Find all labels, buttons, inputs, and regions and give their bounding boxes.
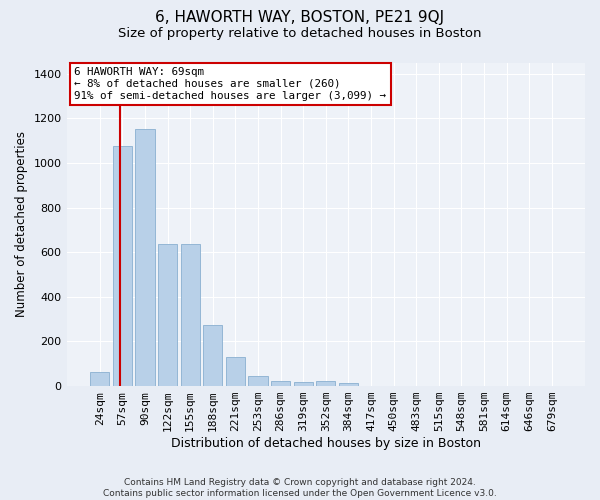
- Bar: [339, 383, 358, 386]
- Text: Size of property relative to detached houses in Boston: Size of property relative to detached ho…: [118, 28, 482, 40]
- Bar: [316, 381, 335, 386]
- Bar: [271, 381, 290, 386]
- Y-axis label: Number of detached properties: Number of detached properties: [15, 132, 28, 318]
- Bar: [158, 244, 177, 386]
- Text: Contains HM Land Registry data © Crown copyright and database right 2024.
Contai: Contains HM Land Registry data © Crown c…: [103, 478, 497, 498]
- Bar: [226, 357, 245, 386]
- Bar: [90, 372, 109, 386]
- Bar: [181, 244, 200, 386]
- X-axis label: Distribution of detached houses by size in Boston: Distribution of detached houses by size …: [171, 437, 481, 450]
- Text: 6 HAWORTH WAY: 69sqm
← 8% of detached houses are smaller (260)
91% of semi-detac: 6 HAWORTH WAY: 69sqm ← 8% of detached ho…: [74, 68, 386, 100]
- Bar: [203, 324, 223, 386]
- Bar: [136, 130, 155, 386]
- Bar: [248, 376, 268, 386]
- Bar: [113, 146, 132, 386]
- Bar: [293, 382, 313, 386]
- Text: 6, HAWORTH WAY, BOSTON, PE21 9QJ: 6, HAWORTH WAY, BOSTON, PE21 9QJ: [155, 10, 445, 25]
